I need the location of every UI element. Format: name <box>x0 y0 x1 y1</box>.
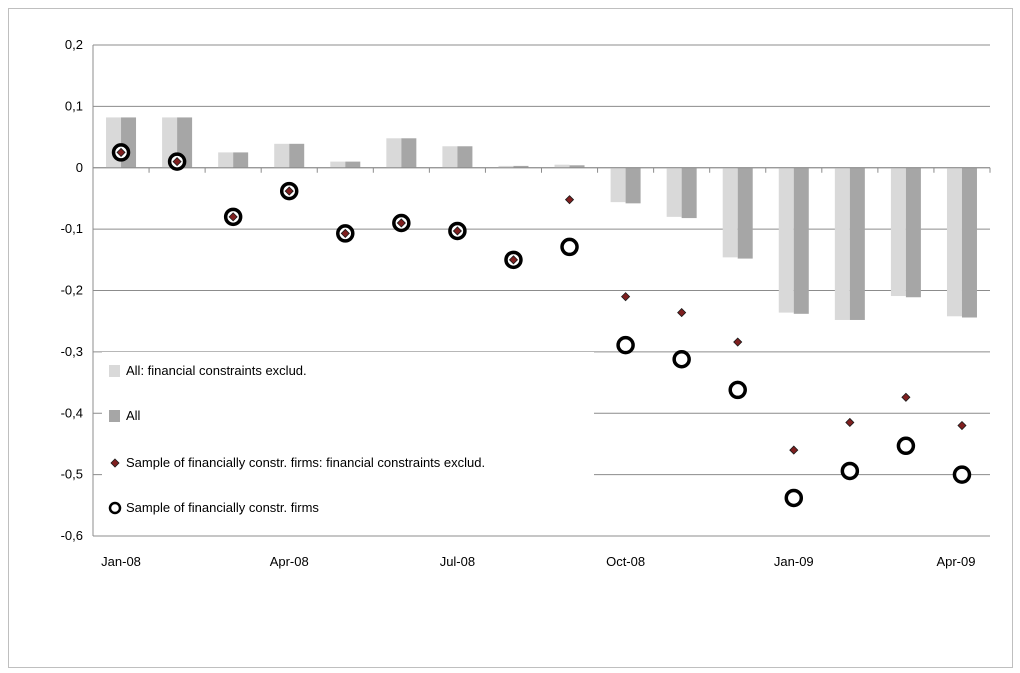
circle-marker <box>616 335 635 355</box>
diamond-marker <box>284 186 294 196</box>
x-tick-label: Apr-09 <box>936 554 975 569</box>
diamond-marker <box>901 392 911 402</box>
circle-marker <box>672 349 691 369</box>
diamond-marker <box>564 195 575 205</box>
diamond-marker <box>452 226 462 236</box>
diamond-marker <box>677 308 687 318</box>
bar <box>722 167 738 258</box>
diamond-marker <box>396 218 406 228</box>
bar <box>457 146 473 168</box>
y-tick-label: 0,1 <box>65 98 83 113</box>
bar <box>666 167 682 217</box>
legend-label: All <box>126 408 141 423</box>
bar <box>554 164 570 168</box>
bar <box>946 167 962 317</box>
y-tick-label: -0,3 <box>61 344 83 359</box>
bar <box>905 167 921 298</box>
circle-marker <box>728 380 747 400</box>
circle-marker <box>560 237 579 257</box>
y-tick-label: 0,2 <box>65 37 83 52</box>
bar <box>849 167 865 320</box>
bar <box>778 167 794 313</box>
legend-swatch <box>109 365 120 377</box>
bar <box>737 167 753 259</box>
bar <box>569 165 585 168</box>
diamond-marker <box>228 212 238 222</box>
circle-marker <box>896 436 916 456</box>
bar <box>793 167 809 314</box>
legend-swatch <box>110 458 120 468</box>
legend-label: All: financial constraints exclud. <box>126 363 307 378</box>
diamond-marker <box>789 445 799 455</box>
bar <box>442 146 458 168</box>
bar <box>289 143 305 168</box>
circle-marker <box>784 488 804 508</box>
bar <box>625 167 641 204</box>
diamond-marker <box>957 420 967 431</box>
diamond-marker <box>621 292 631 302</box>
x-tick-label: Jul-08 <box>440 554 475 569</box>
bar <box>513 165 529 168</box>
legend-background <box>102 352 594 524</box>
bar <box>218 152 234 168</box>
bar <box>498 165 514 168</box>
y-tick-label: -0,2 <box>61 283 83 298</box>
bar <box>890 167 906 297</box>
bar <box>274 143 290 168</box>
diamond-marker <box>340 228 350 238</box>
diamond-marker <box>845 417 855 428</box>
y-tick-label: -0,5 <box>61 467 83 482</box>
legend-swatch <box>108 501 122 515</box>
legend-label: Sample of financially constr. firms: fin… <box>126 455 485 470</box>
x-tick-label: Jan-08 <box>101 554 141 569</box>
bar <box>386 138 402 168</box>
bar <box>233 152 249 168</box>
y-tick-label: -0,1 <box>61 221 83 236</box>
x-tick-label: Jan-09 <box>774 554 814 569</box>
bar <box>401 138 417 168</box>
legend-swatch <box>109 410 120 422</box>
legend-label: Sample of financially constr. firms <box>126 500 319 515</box>
bar <box>345 161 361 168</box>
bar <box>330 161 346 168</box>
x-tick-label: Apr-08 <box>270 554 309 569</box>
bar <box>961 167 977 318</box>
bar <box>681 167 697 219</box>
y-tick-label: 0 <box>76 160 83 175</box>
bar <box>610 167 626 203</box>
diamond-marker <box>508 255 519 265</box>
circle-marker <box>952 465 972 484</box>
circle-marker <box>840 461 860 481</box>
bar <box>834 167 850 320</box>
x-tick-label: Oct-08 <box>606 554 645 569</box>
y-tick-label: -0,4 <box>61 405 83 420</box>
diamond-marker <box>116 147 126 157</box>
diamond-marker <box>172 157 182 167</box>
y-tick-label: -0,6 <box>61 528 83 543</box>
diamond-marker <box>733 337 743 347</box>
